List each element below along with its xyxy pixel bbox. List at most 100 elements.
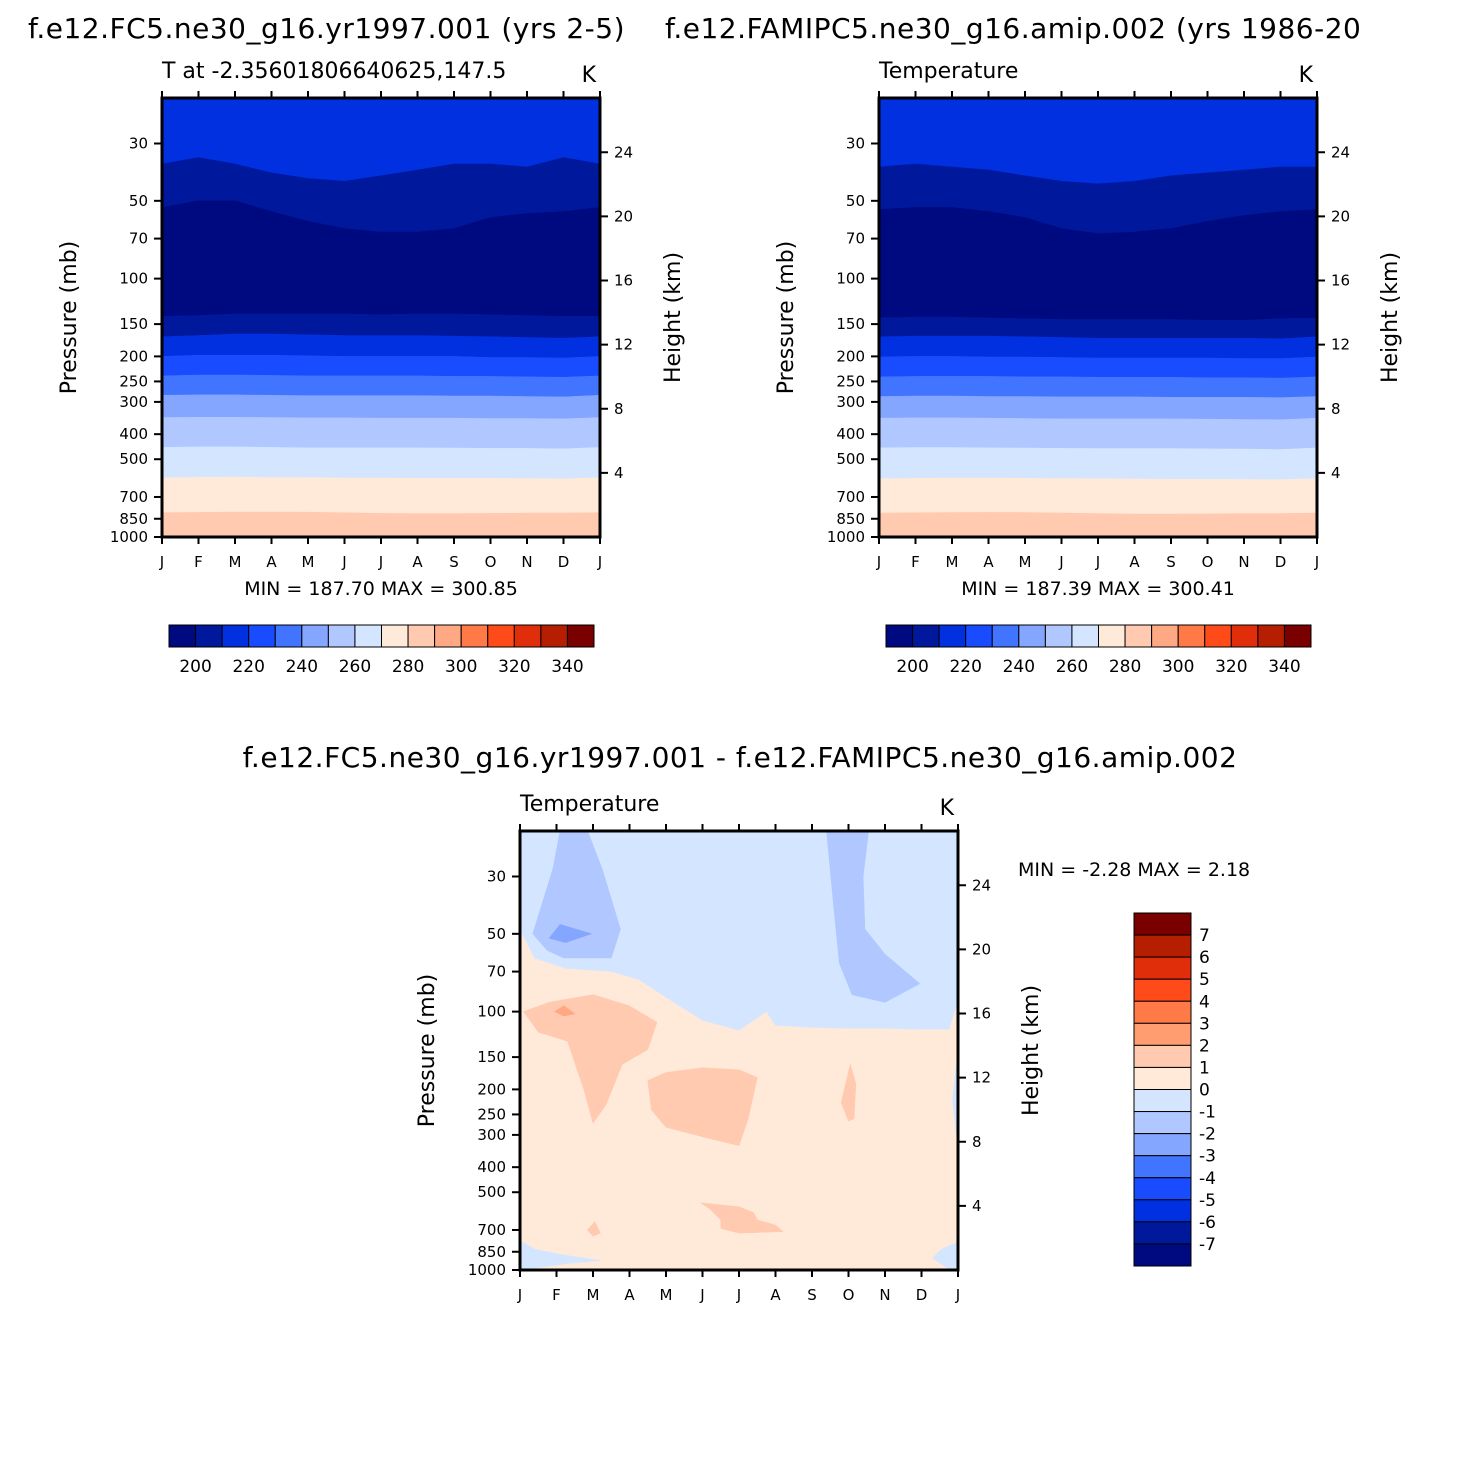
y-tick-label: 30 — [846, 135, 865, 153]
contour-band — [162, 417, 600, 450]
colorbar-label: 200 — [179, 657, 211, 677]
y-tick-label: 700 — [119, 488, 148, 506]
colorbar-box — [487, 624, 515, 648]
y-tick-label: 850 — [836, 510, 865, 528]
units-label: K — [1299, 63, 1314, 88]
x-tick-label: S — [1166, 553, 1176, 571]
x-tick-label: D — [558, 553, 570, 571]
y-tick-label: 1000 — [468, 1261, 506, 1279]
y-tick-label: 150 — [836, 315, 865, 333]
contour-band — [162, 394, 600, 420]
x-tick-label: J — [1058, 553, 1063, 571]
units-label: K — [940, 796, 955, 821]
colorbar-box — [434, 624, 462, 648]
colorbar-box — [1133, 1022, 1192, 1046]
contour-band — [879, 477, 1317, 515]
y-tick-label: 200 — [836, 347, 865, 365]
x-tick-label: J — [699, 1286, 704, 1304]
x-tick-label: M — [946, 553, 959, 571]
colorbar-label: -3 — [1199, 1147, 1216, 1167]
colorbar-box — [274, 624, 303, 648]
colorbar-box — [1133, 1066, 1192, 1090]
height-axis-label: Height (km) — [1019, 985, 1044, 1116]
colorbar-box — [301, 624, 329, 648]
x-tick-label: O — [843, 1286, 855, 1304]
contour-region — [520, 1240, 601, 1270]
x-tick-label: A — [266, 553, 277, 571]
colorbar: 200 220 240 260 280 300 320 340 — [885, 624, 1312, 677]
height-axis-label: Height (km) — [661, 252, 686, 383]
y-tick-label: 30 — [129, 135, 148, 153]
contour-band — [879, 316, 1317, 340]
colorbar-box — [1133, 1155, 1192, 1179]
colorbar-box — [991, 624, 1020, 648]
x-tick-label: A — [1129, 553, 1140, 571]
contour-field — [520, 831, 958, 1270]
y-tick-label: 400 — [477, 1158, 506, 1176]
min-max-stats: MIN = 187.70 MAX = 300.85 — [244, 578, 518, 600]
x-tick-label: J — [597, 553, 602, 571]
y-tick-label: 70 — [846, 230, 865, 248]
colorbar-box — [1133, 912, 1192, 936]
x-tick-label: F — [911, 553, 920, 571]
colorbar-box — [1230, 624, 1259, 648]
colorbar: 200 220 240 260 280 300 320 340 — [168, 624, 595, 677]
contour-region — [700, 1202, 784, 1234]
colorbar-label: 340 — [1268, 657, 1300, 677]
panel-title: Temperature — [519, 792, 659, 817]
colorbar-box — [1257, 624, 1285, 648]
y-tick-label: 300 — [119, 393, 148, 411]
colorbar-box — [1098, 624, 1126, 648]
colorbar-box — [1133, 956, 1192, 980]
height-tick-label: 12 — [614, 336, 633, 354]
y-tick-label: 200 — [477, 1080, 506, 1098]
colorbar-label: 5 — [1199, 970, 1210, 990]
x-tick-label: J — [159, 553, 164, 571]
colorbar-box — [1133, 1199, 1192, 1223]
height-tick-label: 8 — [972, 1133, 982, 1151]
height-tick-label: 24 — [614, 143, 633, 161]
y-axis-label: Pressure (mb) — [774, 241, 799, 395]
y-tick-label: 70 — [129, 230, 148, 248]
colorbar-box — [327, 624, 356, 648]
colorbar-box — [381, 624, 409, 648]
colorbar-label: 4 — [1199, 992, 1210, 1012]
height-tick-label: 16 — [1331, 272, 1350, 290]
panel-title: Temperature — [878, 59, 1018, 84]
x-tick-label: A — [770, 1286, 781, 1304]
contour-band — [162, 355, 600, 378]
colorbar-label: 6 — [1199, 948, 1210, 968]
colorbar-label: 220 — [949, 657, 981, 677]
x-tick-label: J — [341, 553, 346, 571]
x-tick-label: M — [1019, 553, 1032, 571]
colorbar-label: 260 — [339, 657, 371, 677]
colorbar-box — [1133, 1111, 1192, 1135]
x-tick-label: N — [1238, 553, 1249, 571]
colorbar-box — [221, 624, 250, 648]
contour-region — [932, 1241, 958, 1270]
x-tick-label: M — [587, 1286, 600, 1304]
colorbar-box — [1071, 624, 1099, 648]
colorbar-box — [513, 624, 542, 648]
contour-region — [554, 1005, 576, 1017]
x-tick-label: O — [485, 553, 497, 571]
colorbar-label: -6 — [1199, 1213, 1216, 1233]
height-axis-label: Height (km) — [1378, 252, 1403, 383]
x-tick-label: J — [517, 1286, 522, 1304]
colorbar-label: 320 — [498, 657, 530, 677]
colorbar-label: 280 — [1109, 657, 1141, 677]
contour-band — [879, 512, 1317, 537]
colorbar-box — [1133, 1177, 1192, 1201]
height-tick-label: 16 — [614, 272, 633, 290]
x-tick-label: J — [1314, 553, 1319, 571]
y-tick-label: 50 — [129, 192, 148, 210]
colorbar-box — [195, 624, 223, 648]
height-tick-label: 20 — [1331, 207, 1350, 225]
y-tick-label: 500 — [836, 450, 865, 468]
height-tick-label: 4 — [614, 464, 624, 482]
colorbar-box — [168, 624, 197, 648]
contour-band — [879, 335, 1317, 359]
height-tick-label: 24 — [1331, 143, 1350, 161]
panel-control: J F M A M J J A S O N D J 30 50 70 100 150 200 250 300 400 500… — [774, 59, 1403, 677]
y-tick-label: 150 — [119, 315, 148, 333]
